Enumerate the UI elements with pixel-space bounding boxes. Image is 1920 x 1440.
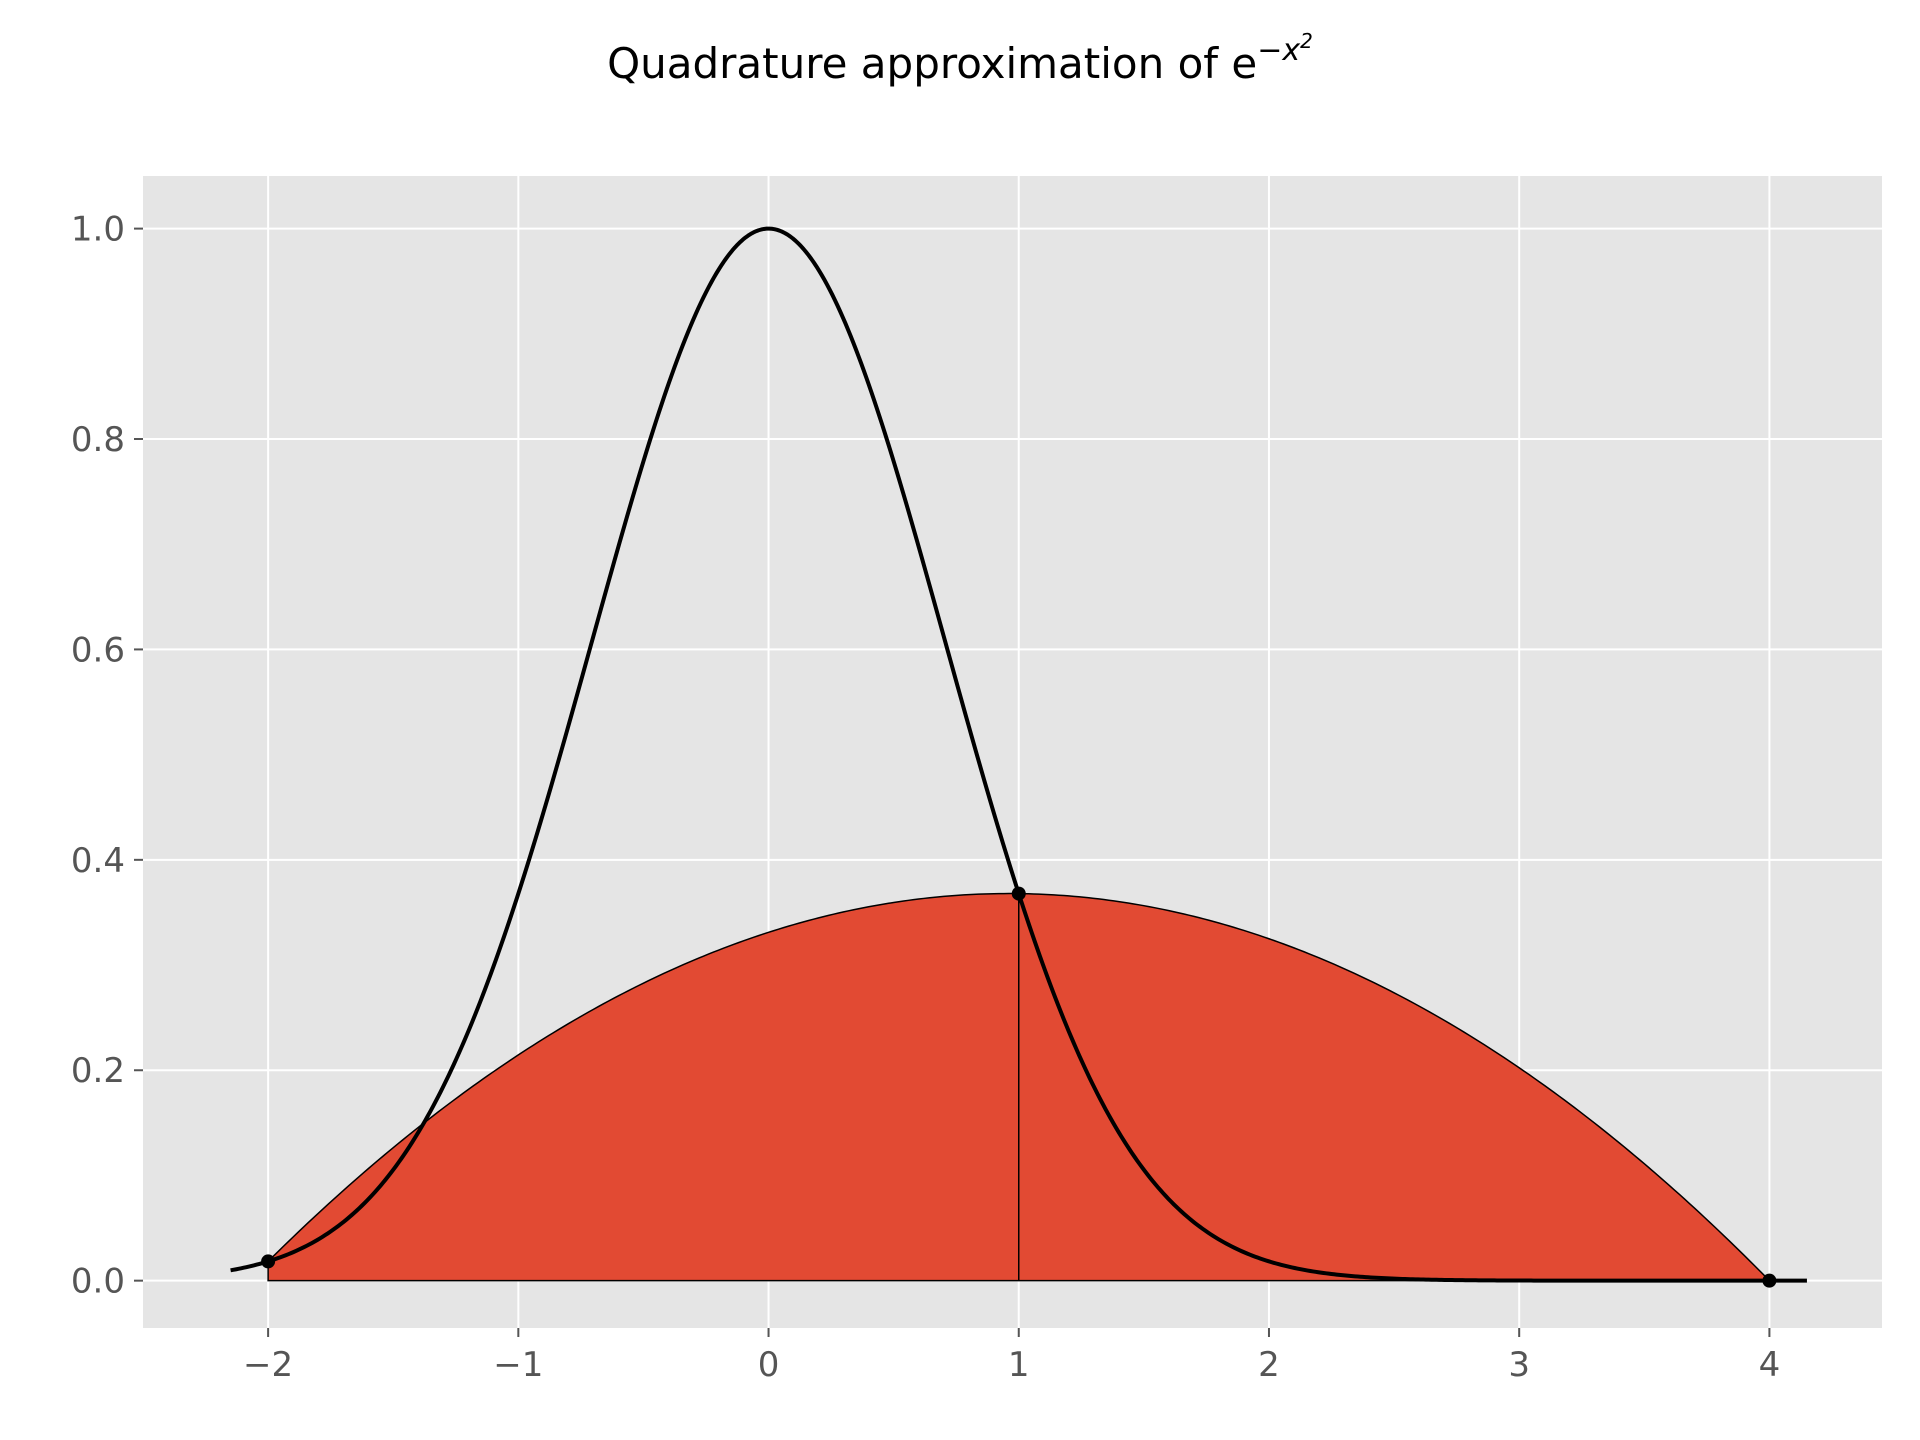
x-tick-label: 0 (758, 1345, 780, 1385)
x-tick-label: −1 (493, 1345, 543, 1385)
chart-title-text: Quadrature approximation of e (607, 39, 1257, 88)
y-tick-label: 0.6 (71, 630, 125, 670)
x-tick-label: −2 (243, 1345, 293, 1385)
y-tick-label: 0.2 (71, 1051, 125, 1091)
y-tick-label: 0.4 (71, 841, 125, 881)
quadrature-node-point (1762, 1273, 1777, 1288)
quadrature-nodes (261, 886, 1777, 1288)
chart-title-power: 2 (1300, 29, 1313, 53)
chart-title: Quadrature approximation of e−x2 (607, 29, 1313, 88)
x-tick-label: 4 (1759, 1345, 1781, 1385)
x-tick-label: 1 (1008, 1345, 1030, 1385)
x-axis-ticks: −2 −1 0 1 2 3 4 (243, 1328, 1780, 1385)
y-axis-ticks: 0.0 0.2 0.4 0.6 0.8 1.0 (71, 210, 143, 1302)
y-tick-label: 0.0 (71, 1262, 125, 1302)
y-tick-label: 1.0 (71, 210, 125, 250)
chart-title-exponent: −x (1257, 33, 1300, 68)
quadrature-node-point (261, 1254, 276, 1269)
y-tick-label: 0.8 (71, 420, 125, 460)
quadrature-node-point (1011, 886, 1026, 901)
x-tick-label: 2 (1258, 1345, 1280, 1385)
x-tick-label: 3 (1508, 1345, 1530, 1385)
